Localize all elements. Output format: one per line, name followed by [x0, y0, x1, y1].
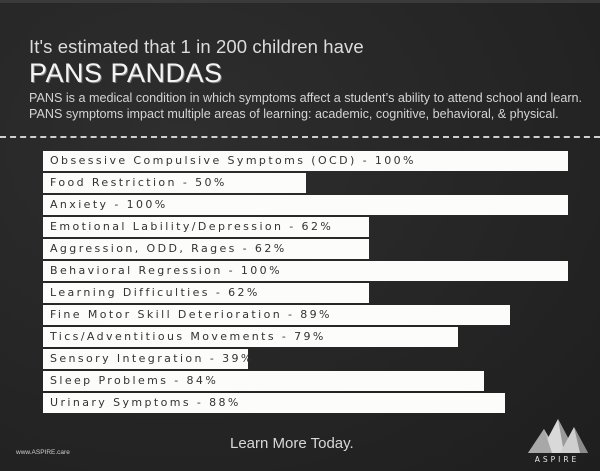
bar-row: Tics/Adventitious Movements - 79%	[43, 327, 458, 347]
bar-label: Learning Difficulties - 62%	[50, 286, 260, 299]
page-title: PANS PANDAS	[29, 58, 223, 88]
bar-row: Anxiety - 100%	[43, 195, 568, 215]
logo-text: ASPIRE	[534, 455, 580, 464]
bar-label: Emotional Lability/Depression - 62%	[50, 220, 334, 233]
symptom-bar-chart: Obsessive Compulsive Symptoms (OCD) - 10…	[43, 151, 568, 415]
bar-row: Behavioral Regression - 100%	[43, 261, 568, 281]
bar-label: Fine Motor Skill Deterioration - 89%	[50, 308, 332, 321]
bar-label: Behavioral Regression - 100%	[50, 264, 282, 277]
bar-label: Tics/Adventitious Movements - 79%	[50, 330, 326, 343]
aspire-logo: ASPIRE	[524, 417, 590, 469]
bar-label: Urinary Symptoms - 88%	[50, 396, 241, 409]
bar-row: Urinary Symptoms - 88%	[43, 393, 505, 413]
bar-label: Anxiety - 100%	[50, 198, 168, 211]
bar-label: Sensory Integration - 39%	[50, 352, 254, 365]
bar-row: Obsessive Compulsive Symptoms (OCD) - 10…	[43, 151, 568, 171]
bar-row: Learning Difficulties - 62%	[43, 283, 369, 303]
bar-label: Obsessive Compulsive Symptoms (OCD) - 10…	[50, 154, 416, 167]
mountain-icon	[528, 419, 588, 453]
description: PANS is a medical condition in which sym…	[29, 91, 583, 121]
bar-row: Emotional Lability/Depression - 62%	[43, 217, 369, 237]
website-url[interactable]: www.ASPIRE.care	[16, 449, 70, 456]
bar-row: Sensory Integration - 39%	[43, 349, 251, 369]
bar-label: Food Restriction - 50%	[50, 176, 227, 189]
dashed-divider	[0, 136, 600, 138]
bar-row: Aggression, ODD, Rages - 62%	[43, 239, 369, 259]
bar-row: Food Restriction - 50%	[43, 173, 306, 193]
intro-text: It's estimated that 1 in 200 children ha…	[29, 36, 364, 57]
top-edge	[0, 0, 600, 3]
bar-label: Aggression, ODD, Rages - 62%	[50, 242, 287, 255]
bar-label: Sleep Problems - 84%	[50, 374, 219, 387]
bar-row: Sleep Problems - 84%	[43, 371, 484, 391]
learn-more-cta[interactable]: Learn More Today.	[230, 435, 354, 452]
bar-row: Fine Motor Skill Deterioration - 89%	[43, 305, 510, 325]
